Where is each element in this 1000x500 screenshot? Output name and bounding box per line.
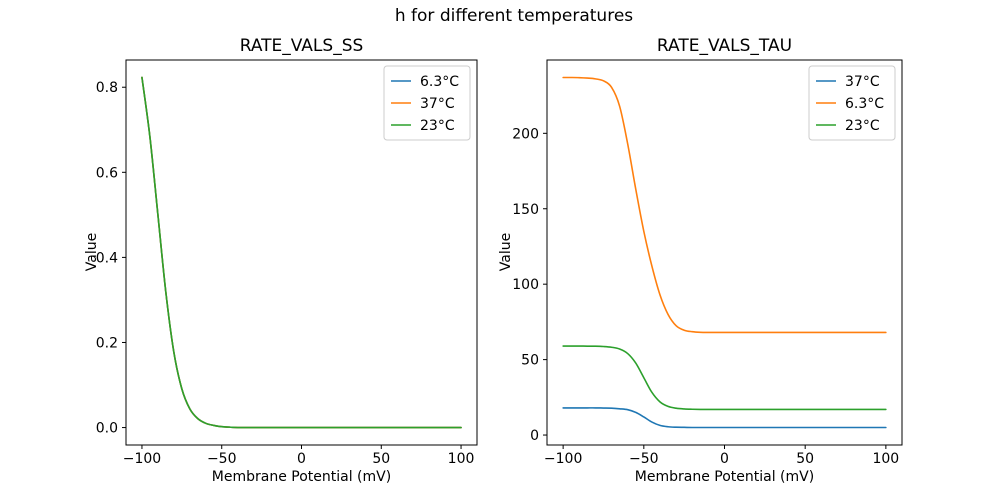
y-tick-label: 0.8 (96, 80, 118, 96)
x-tick-label: −50 (629, 451, 659, 467)
legend-label: 37°C (420, 96, 455, 112)
y-tick-label: 0.6 (96, 165, 118, 181)
x-tick-label: 100 (448, 451, 475, 467)
x-tick-label: −100 (544, 451, 582, 467)
legend-label: 37°C (845, 74, 880, 90)
subplot-ss-title: RATE_VALS_SS (239, 36, 364, 56)
subplot-ss-xlabel: Membrane Potential (mV) (211, 469, 392, 485)
x-tick-label: 50 (372, 451, 390, 467)
figure-suptitle: h for different temperatures (394, 6, 634, 26)
y-tick-label: 100 (512, 277, 539, 293)
subplot-tau-title: RATE_VALS_TAU (656, 36, 793, 56)
legend-label: 6.3°C (420, 74, 459, 90)
subplot-tau-ylabel: Value (498, 232, 514, 272)
y-tick-label: 200 (512, 126, 539, 142)
y-tick-label: 50 (521, 353, 539, 369)
legend-label: 23°C (845, 118, 880, 134)
y-tick-label: 0.0 (96, 421, 118, 437)
legend-box (808, 65, 896, 141)
legend-label: 6.3°C (845, 96, 884, 112)
y-tick-label: 0 (530, 428, 539, 444)
subplot-tau-xlabel: Membrane Potential (mV) (634, 469, 815, 485)
series-line-ss (141, 76, 462, 429)
series-line-tau (562, 345, 887, 411)
x-tick-label: 0 (720, 451, 729, 467)
x-tick-label: 0 (297, 451, 306, 467)
y-tick-label: 150 (512, 202, 539, 218)
y-tick-label: 0.2 (96, 335, 118, 351)
y-tick-label: 0.4 (96, 250, 118, 266)
x-tick-label: 50 (796, 451, 814, 467)
legend-label: 23°C (420, 118, 455, 134)
series-line-tau (562, 76, 887, 334)
series-line-tau (562, 407, 887, 429)
subplot-ss-ylabel: Value (84, 232, 100, 272)
x-tick-label: −50 (207, 451, 237, 467)
x-tick-label: −100 (123, 451, 161, 467)
legend-box (383, 65, 471, 141)
x-tick-label: 100 (872, 451, 899, 467)
